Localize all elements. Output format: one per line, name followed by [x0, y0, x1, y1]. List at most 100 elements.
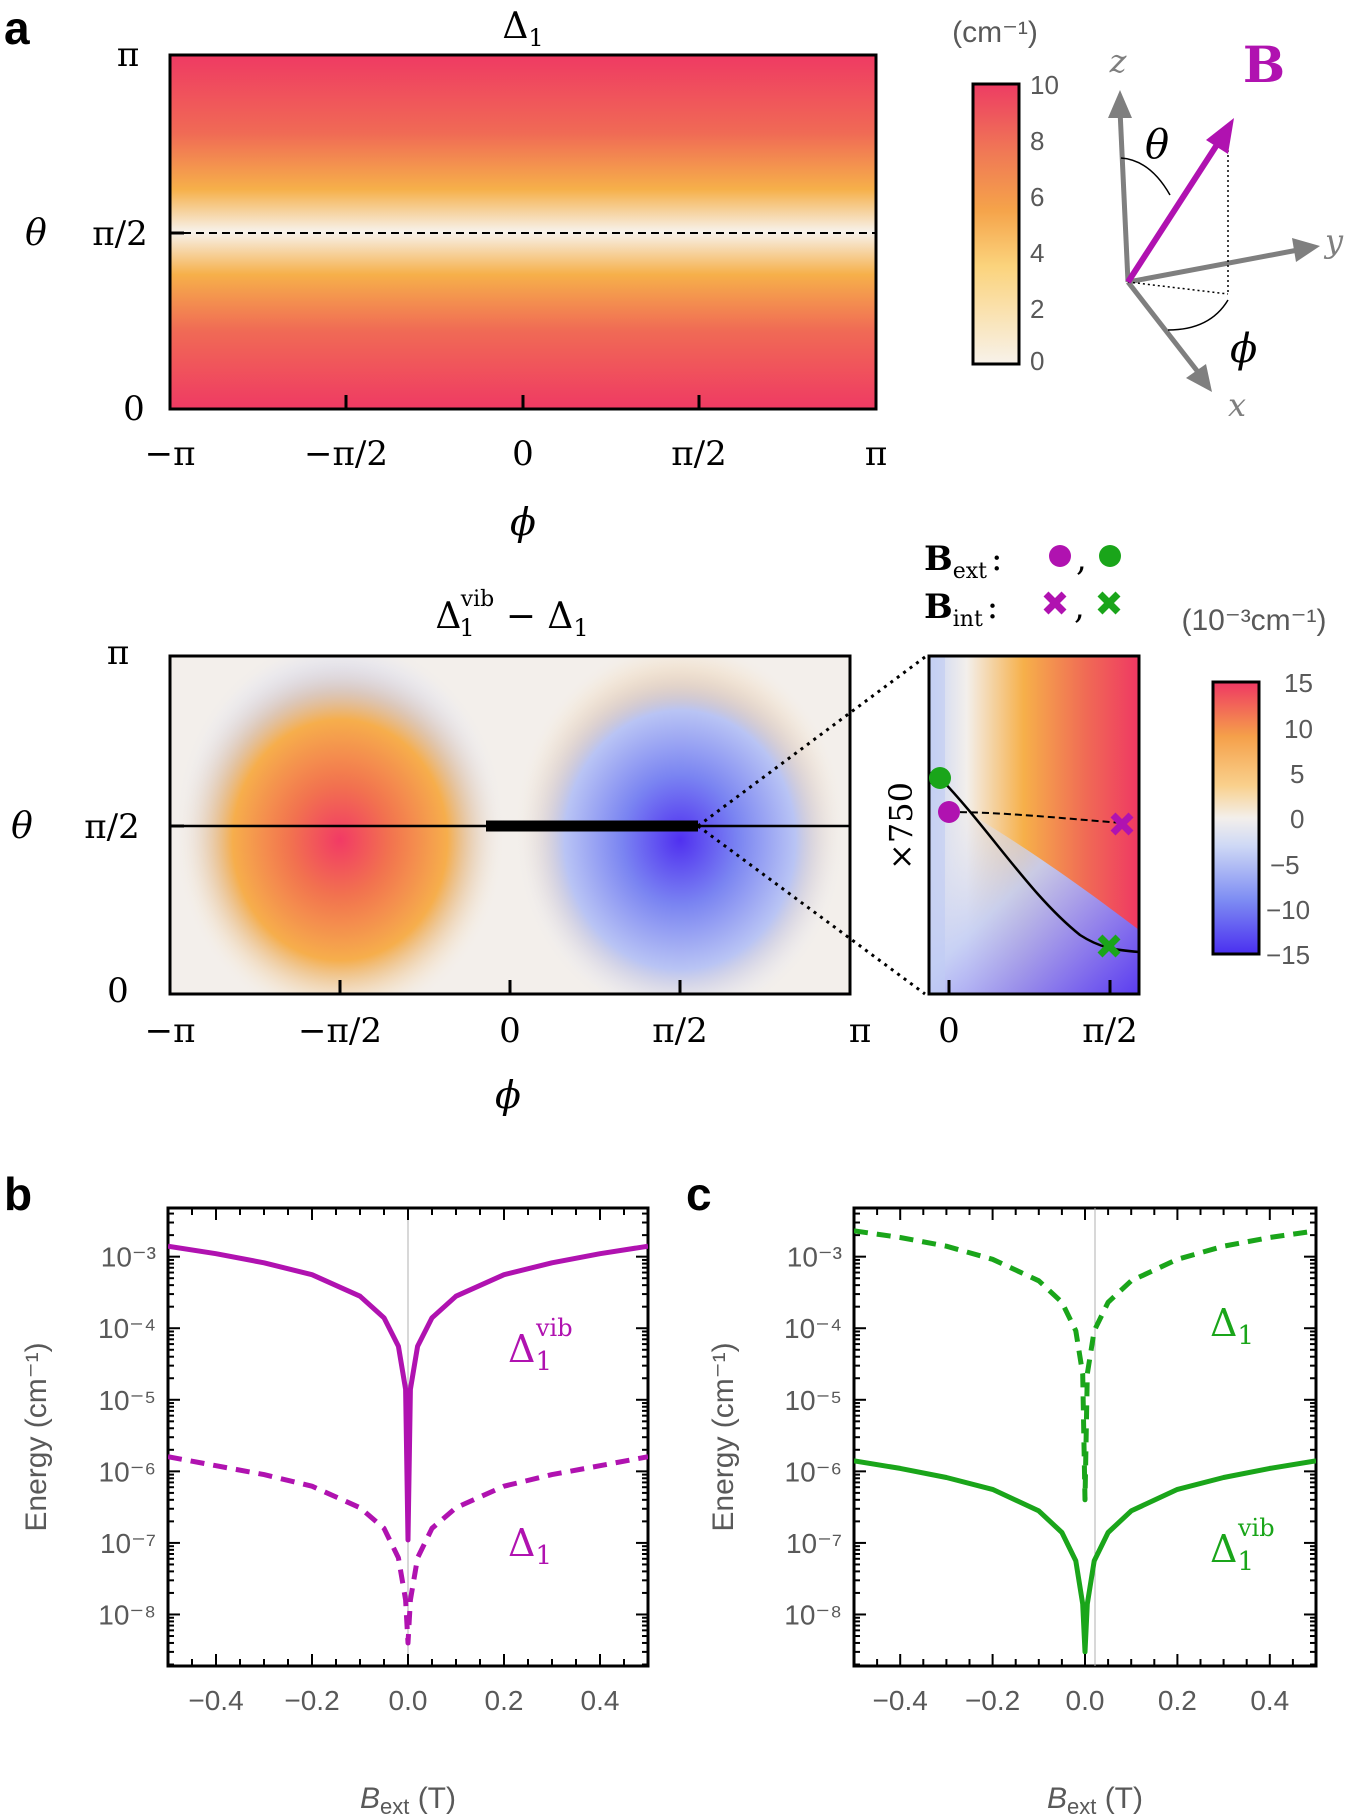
plot-b-label-solid: Δ1vib — [508, 1314, 573, 1377]
mid-heatmap-xticks: −π −π/2 0 π/2 π — [145, 980, 871, 1051]
plot-b-xlabel: Bext (T) — [360, 1782, 456, 1814]
legend-int-purple — [1043, 591, 1067, 615]
plot-b-ytick-label: 10⁻⁸ — [98, 1599, 156, 1630]
plot-c-ytick-label: 10⁻⁵ — [784, 1385, 842, 1416]
mid-cb-tick-15: 15 — [1284, 668, 1313, 698]
inset-marker-int-green — [1097, 934, 1121, 958]
top-xtick-2: 0 — [512, 434, 534, 474]
top-xtick-3: π/2 — [671, 434, 726, 474]
plot-c-ytick-label: 10⁻⁸ — [784, 1599, 842, 1630]
plot-b-ytick-label: 10⁻⁴ — [98, 1313, 156, 1344]
plot-c-label-dashed: Δ1 — [1210, 1301, 1254, 1351]
legend-ext-purple — [1049, 545, 1071, 567]
legend-ext-label: Bext: — [924, 539, 1003, 584]
mid-cb-tick-m5: −5 — [1270, 850, 1300, 880]
legend-int-label: Bint: — [924, 587, 998, 632]
plot-b-ytick-label: 10⁻⁵ — [98, 1385, 156, 1416]
legend-int-comma: , — [1074, 587, 1085, 627]
plot-b-xtick-label: 0.2 — [485, 1685, 524, 1716]
vector-B-label: B — [1243, 35, 1285, 94]
mid-xlabel: ϕ — [495, 1073, 521, 1117]
top-heatmap-yticks: π π/2 0 — [92, 35, 184, 429]
mid-blob-lower-left — [175, 656, 505, 994]
top-cb-tick-10: 10 — [1030, 70, 1059, 100]
mid-ytick-0: π — [107, 633, 129, 673]
plot-c-xtick-label: −0.4 — [873, 1685, 928, 1716]
plot-c-ylabel: Energy (cm⁻¹) — [707, 1342, 740, 1531]
mid-cb-tick-m15: −15 — [1266, 940, 1310, 970]
legend-ext-comma: , — [1076, 539, 1087, 579]
top-ytick-1: π/2 — [92, 214, 147, 254]
inset-xtick-1: π/2 — [1082, 1011, 1137, 1051]
top-ytick-0: π — [117, 35, 139, 75]
top-colorbar-unit: (cm⁻¹) — [952, 16, 1038, 49]
mid-xtick-3: π/2 — [652, 1011, 707, 1051]
plot-c-xtick-label: 0.0 — [1066, 1685, 1105, 1716]
top-heatmap-xticks: −π −π/2 0 π/2 π — [145, 395, 887, 474]
mid-xtick-0: −π — [145, 1011, 196, 1051]
plot-b-ylabel: Energy (cm⁻¹) — [20, 1342, 53, 1531]
mid-ytick-2: 0 — [107, 971, 129, 1011]
panel-label-a: a — [4, 2, 30, 54]
mid-cb-tick-10: 10 — [1284, 714, 1313, 744]
mid-heatmap-yticks: π π/2 0 — [84, 633, 184, 1011]
plot-b-ytick-label: 10⁻³ — [101, 1242, 156, 1273]
top-ylabel: θ — [25, 213, 47, 254]
plot-c-ytick-label: 10⁻⁶ — [785, 1456, 842, 1487]
mid-xtick-4: π — [849, 1011, 871, 1051]
inset-marker-ext-green — [929, 767, 951, 789]
B-vector — [1125, 138, 1223, 284]
inset-xtick-0: 0 — [938, 1011, 960, 1051]
legend-ext-green — [1099, 545, 1121, 567]
mid-colorbar-bar — [1211, 680, 1261, 956]
mid-blob-lower-right — [515, 656, 845, 994]
axis-x-label: x — [1228, 386, 1246, 424]
inset-legend: Bext: , Bint: , — [924, 539, 1121, 632]
plot-b-label-dashed: Δ1 — [508, 1521, 552, 1571]
top-xlabel: ϕ — [510, 500, 536, 544]
x-arrow-icon — [1186, 364, 1212, 392]
z-arrow-icon — [1108, 90, 1132, 118]
inset-dashed-curve — [948, 811, 1123, 824]
axis-y-label: y — [1323, 222, 1344, 260]
plot-c-ytick-label: 10⁻³ — [787, 1242, 842, 1273]
legend-int-green — [1097, 591, 1121, 615]
inset-marker-int-purple — [1110, 812, 1134, 836]
mid-xtick-2: 0 — [499, 1011, 521, 1051]
plot-b-xtick-label: 0.4 — [581, 1685, 620, 1716]
plot-c: −0.4 −0.2 0.0 0.2 0.4 10⁻³ 10⁻⁴ 10⁻⁵ 10⁻⁶ 10⁻⁷ 10⁻… — [707, 1206, 1318, 1814]
panel-label-c: c — [686, 1168, 712, 1220]
top-ytick-2: 0 — [123, 389, 145, 429]
plot-b-series-solid — [168, 1243, 648, 1543]
plot-b-xtick-label: −0.4 — [188, 1685, 243, 1716]
mid-ytick-1: π/2 — [84, 807, 139, 847]
plot-b-ytick-label: 10⁻⁷ — [100, 1528, 156, 1559]
top-cb-tick-2: 2 — [1030, 294, 1044, 324]
top-heatmap-title: Δ1 — [502, 6, 543, 52]
plot-c-xtick-label: 0.2 — [1158, 1685, 1197, 1716]
angle-theta-label: θ — [1145, 122, 1169, 168]
mid-cb-tick-0: 0 — [1290, 804, 1304, 834]
top-cb-tick-4: 4 — [1030, 238, 1044, 268]
plot-c-ytick-label: 10⁻⁴ — [784, 1313, 842, 1344]
panel-label-b: b — [4, 1168, 32, 1220]
mid-xtick-1: −π/2 — [298, 1011, 382, 1051]
inset-marker-ext-purple — [938, 801, 960, 823]
mid-heatmap: Δ1vib − Δ1 −π −π/2 0 π/2 π π π/2 — [11, 587, 926, 1117]
mid-ylabel: θ — [11, 806, 33, 847]
top-xtick-1: −π/2 — [304, 434, 388, 474]
plot-c-xlabel: Bext (T) — [1047, 1782, 1143, 1814]
mid-cb-tick-5: 5 — [1290, 759, 1304, 789]
mid-colorbar: (10⁻³cm⁻¹) 15 10 5 0 −5 −10 −15 — [1182, 604, 1327, 970]
mid-cb-tick-m10: −10 — [1266, 895, 1310, 925]
plot-c-ytick-label: 10⁻⁷ — [786, 1528, 842, 1559]
plot-b-xtick-label: 0.0 — [389, 1685, 428, 1716]
inset-zoom: 0 π/2 ×750 — [882, 654, 1141, 1051]
plot-b-ytick-label: 10⁻⁶ — [99, 1456, 156, 1487]
top-cb-tick-6: 6 — [1030, 182, 1044, 212]
plot-c-series-solid — [854, 1458, 1316, 1655]
top-cb-tick-8: 8 — [1030, 126, 1044, 156]
angle-phi-label: ϕ — [1230, 326, 1257, 372]
inset-scale-label: ×750 — [882, 782, 920, 870]
